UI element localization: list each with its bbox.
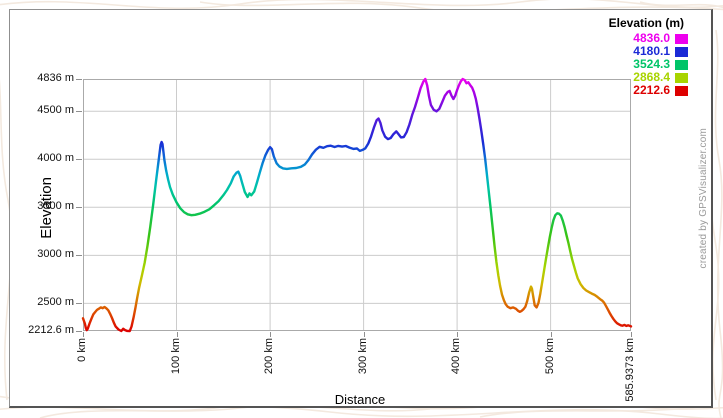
legend-value: 4180.1 xyxy=(633,44,670,58)
y-tick-label: 4000 m xyxy=(37,152,74,165)
y-tick-label: 4500 m xyxy=(37,104,74,117)
y-tick-label: 2500 m xyxy=(37,296,74,309)
legend-value: 2212.6 xyxy=(633,83,670,97)
x-tick-label: 585.9373 km xyxy=(624,338,636,402)
x-tick-label: 400 km xyxy=(450,338,463,375)
y-tick xyxy=(76,255,82,257)
x-tick-label: 0 km xyxy=(76,338,88,362)
legend-row: 3524.3 xyxy=(588,58,688,71)
x-tick-label: 300 km xyxy=(356,338,369,375)
y-tick xyxy=(76,159,82,161)
x-tick xyxy=(270,332,272,337)
y-tick xyxy=(76,111,82,113)
x-tick xyxy=(363,332,365,337)
x-tick xyxy=(176,332,178,337)
legend-row: 2212.6 xyxy=(588,84,688,97)
elevation-profile-line xyxy=(81,77,633,333)
x-tick-label: 500 km xyxy=(543,338,556,375)
y-tick-label: 4836 m xyxy=(37,72,74,84)
legend-color-swatch xyxy=(675,46,688,57)
legend-color-swatch xyxy=(675,33,688,44)
legend-value: 3524.3 xyxy=(633,57,670,71)
plot-border xyxy=(83,79,631,331)
legend-color-swatch xyxy=(675,59,688,70)
x-tick-label: 100 km xyxy=(169,338,182,375)
x-tick-label: 200 km xyxy=(263,338,276,375)
plot-area xyxy=(81,77,633,333)
y-tick-label: 2212.6 m xyxy=(28,324,74,336)
x-tick xyxy=(83,332,84,337)
legend-color-swatch xyxy=(675,85,688,96)
legend-row: 2868.4 xyxy=(588,71,688,84)
legend: Elevation (m) 4836.0 4180.1 3524.3 2868.4 22… xyxy=(588,16,688,97)
y-tick-label: 3500 m xyxy=(37,200,74,213)
legend-title: Elevation (m) xyxy=(608,16,684,30)
x-tick xyxy=(631,332,632,337)
legend-rows: 4836.0 4180.1 3524.3 2868.4 2212.6 xyxy=(588,32,688,97)
y-tick-label: 3000 m xyxy=(37,248,74,261)
legend-row: 4180.1 xyxy=(588,45,688,58)
y-tick xyxy=(76,303,82,305)
chart-frame: Elevation Distance Elevation (m) 4836.0 4… xyxy=(9,9,713,408)
x-tick xyxy=(457,332,459,337)
x-axis-title: Distance xyxy=(334,392,386,407)
y-tick xyxy=(76,207,82,209)
legend-row: 4836.0 xyxy=(588,32,688,45)
y-tick xyxy=(76,331,82,332)
legend-color-swatch xyxy=(675,72,688,83)
legend-value: 2868.4 xyxy=(633,70,670,84)
y-tick xyxy=(76,79,82,80)
x-tick xyxy=(550,332,552,337)
watermark-credit: created by GPSVisualizer.com xyxy=(698,128,709,269)
legend-value: 4836.0 xyxy=(633,31,670,45)
